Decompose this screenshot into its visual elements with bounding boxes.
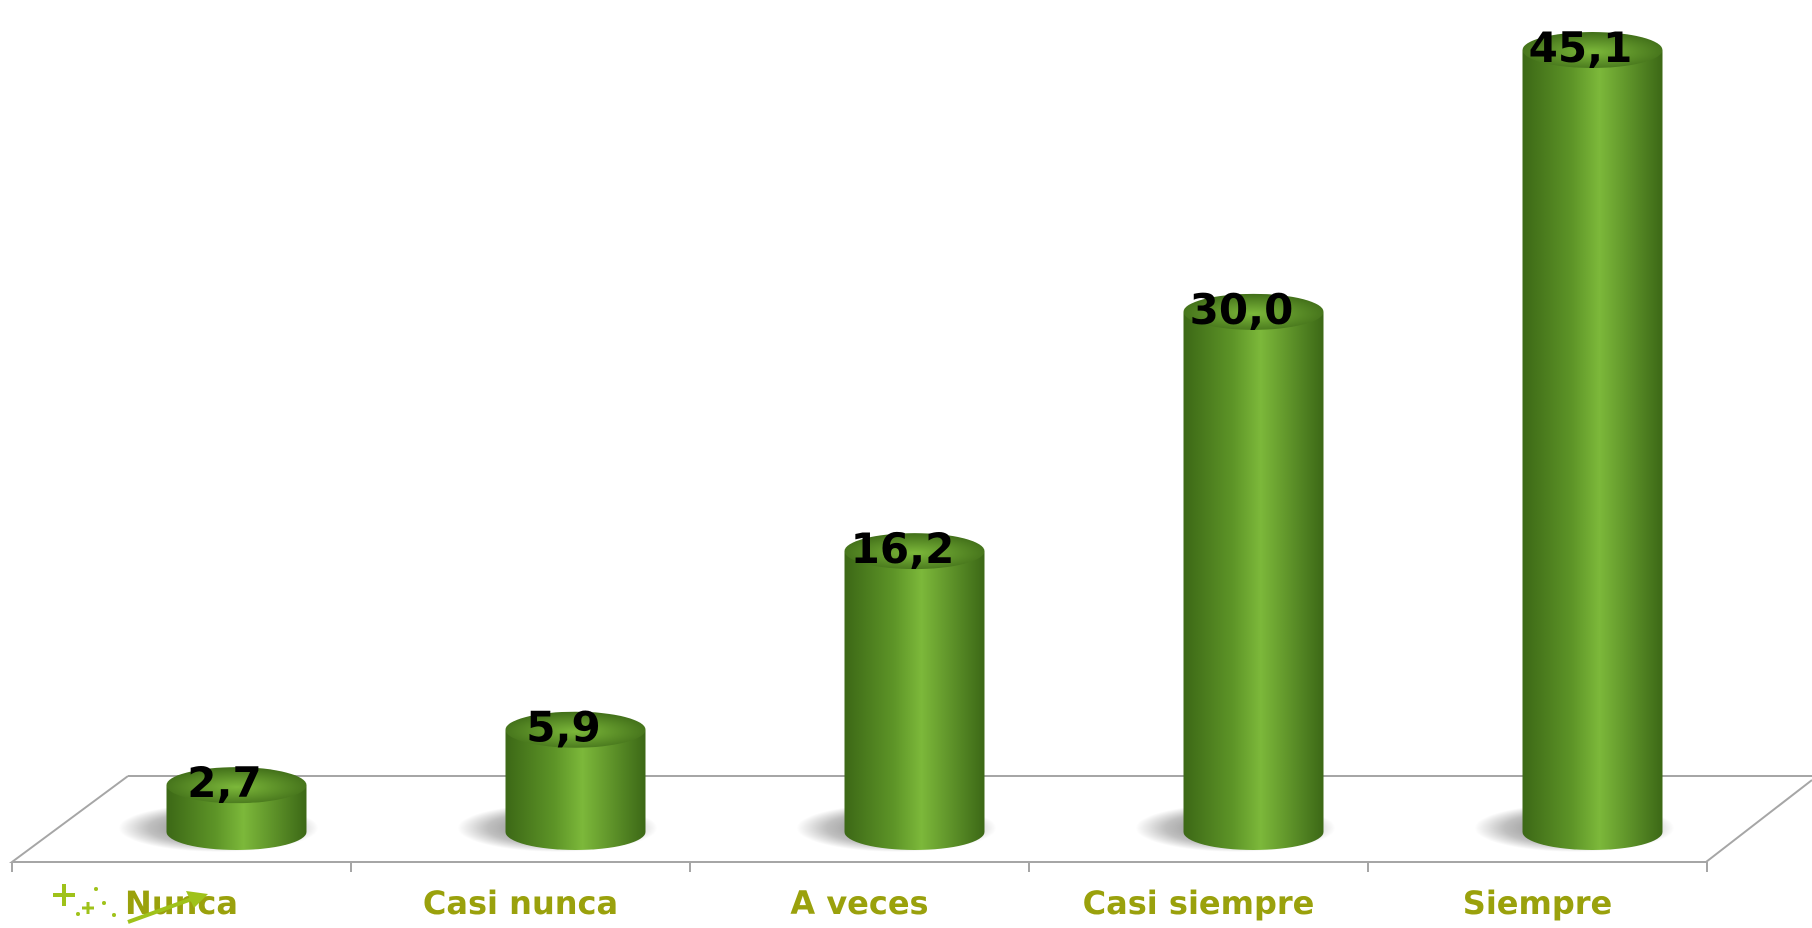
category-label: A veces	[790, 884, 928, 922]
bar-body	[844, 551, 985, 850]
bar	[796, 533, 997, 852]
data-labels: 2,7 5,9 16,2 30,0 45,1	[187, 23, 1632, 807]
bar-top	[1183, 293, 1324, 330]
data-label: 2,7	[187, 758, 261, 807]
data-label: 5,9	[526, 703, 600, 752]
bar-top	[166, 767, 307, 804]
sparkle-arrow-logo	[53, 884, 208, 924]
floor-outline	[8, 775, 1812, 863]
bar-series	[118, 32, 1675, 852]
bar	[457, 711, 658, 852]
bar	[1135, 293, 1336, 852]
bar-top	[1522, 32, 1663, 68]
bar	[118, 767, 319, 852]
bar	[1474, 32, 1675, 852]
category-label: Casi nunca	[423, 884, 618, 922]
data-label: 16,2	[851, 524, 955, 573]
bar-body	[505, 729, 646, 850]
category-label: Siempre	[1463, 884, 1612, 922]
bar-body	[1522, 50, 1663, 850]
data-label: 45,1	[1529, 23, 1633, 72]
bar-body	[1183, 311, 1324, 850]
bar-top	[844, 533, 985, 570]
bar-body	[166, 785, 307, 850]
bar-top	[505, 711, 646, 748]
category-label: Casi siempre	[1083, 884, 1315, 922]
category-labels: Nunca Casi nunca A veces Casi siempre Siempr…	[125, 884, 1612, 922]
data-label: 30,0	[1190, 285, 1294, 334]
